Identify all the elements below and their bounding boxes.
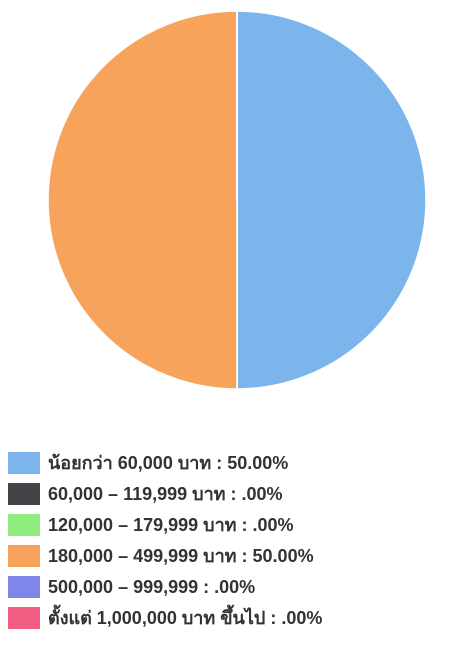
legend-swatch[interactable]: [8, 607, 40, 629]
legend-label[interactable]: น้อยกว่า 60,000 บาท : 50.00%: [48, 453, 288, 473]
legend-swatch[interactable]: [8, 545, 40, 567]
legend-swatch[interactable]: [8, 483, 40, 505]
legend-swatch[interactable]: [8, 576, 40, 598]
legend-label[interactable]: 500,000 – 999,999 : .00%: [48, 577, 255, 597]
legend-label[interactable]: 120,000 – 179,999 บาท : .00%: [48, 515, 294, 535]
legend-swatch[interactable]: [8, 452, 40, 474]
legend-swatch[interactable]: [8, 514, 40, 536]
legend-label[interactable]: 180,000 – 499,999 บาท : 50.00%: [48, 546, 314, 566]
legend-label[interactable]: 60,000 – 119,999 บาท : .00%: [48, 484, 283, 504]
pie-slice: [236, 10, 427, 390]
legend-label[interactable]: ตั้งแต่ 1,000,000 บาท ขึ้นไป : .00%: [48, 604, 322, 628]
pie-slice: [47, 10, 238, 390]
